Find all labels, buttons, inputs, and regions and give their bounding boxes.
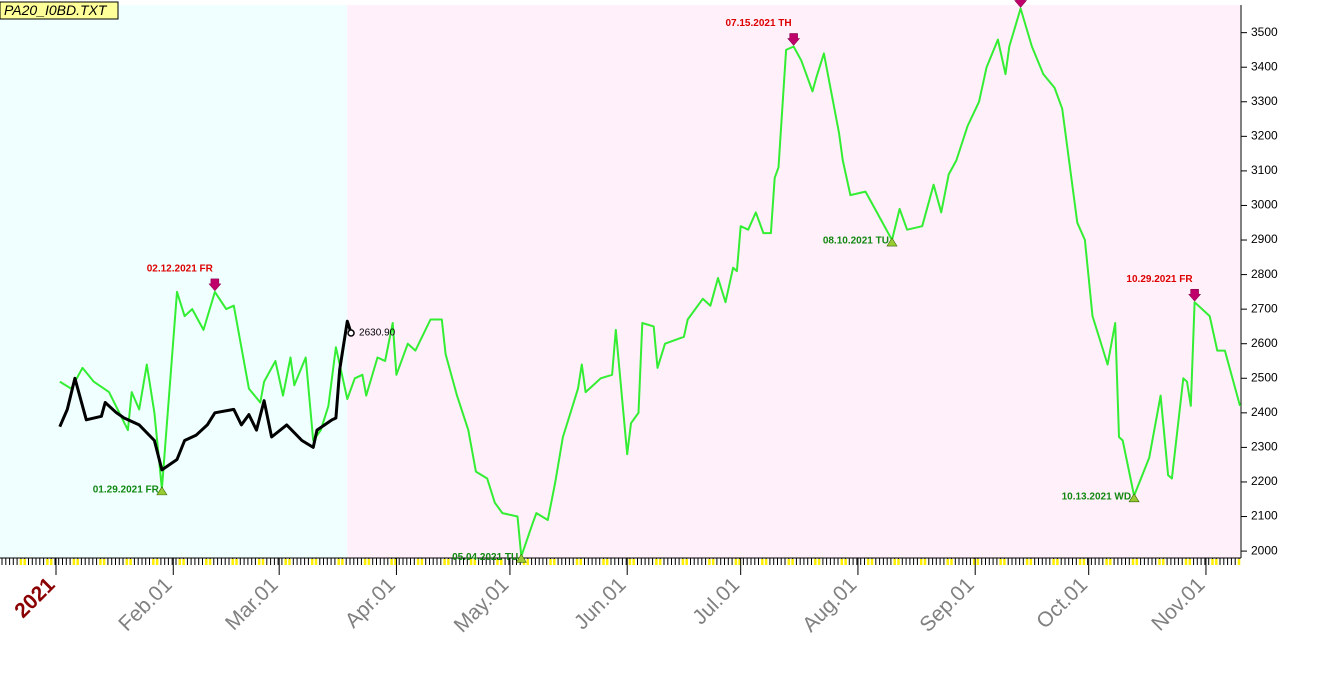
y-tick-label: 2100 [1251, 509, 1278, 523]
series-line [58, 319, 353, 472]
end-label: 2630.90 [359, 328, 396, 339]
x-tick-label: Mar.01 [221, 573, 283, 635]
x-tick-label: Sep.01 [915, 573, 978, 636]
y-tick-label: 3400 [1251, 59, 1278, 73]
y-tick-label: 2400 [1251, 405, 1278, 419]
series-line [59, 7, 1241, 558]
x-tick-label: Apr.01 [341, 573, 400, 632]
chart-title: PA20_I0BD.TXT [4, 2, 108, 18]
x-tick-label: 2021 [10, 573, 60, 623]
y-tick-label: 3000 [1251, 198, 1278, 212]
weekend-marks [19, 559, 1241, 565]
y-tick-label: 3300 [1251, 94, 1278, 108]
low-label: 01.29.2021 FR [93, 485, 160, 496]
x-tick-label: Jul.01 [688, 573, 744, 629]
y-tick-label: 2200 [1251, 474, 1278, 488]
y-tick-label: 2500 [1251, 370, 1278, 384]
low-arrow [156, 486, 168, 496]
x-tick-label: Jun.01 [570, 573, 631, 634]
title-box [0, 1, 119, 20]
low-label: 10.13.2021 WD [1062, 491, 1132, 502]
x-tick-label: Feb.01 [114, 573, 177, 636]
background-region [0, 5, 348, 558]
background-region [347, 5, 1240, 558]
low-arrow [515, 553, 527, 563]
y-tick-label: 3500 [1251, 25, 1278, 39]
high-label: 07.15.2021 TH [725, 18, 791, 29]
y-tick-label: 2000 [1251, 543, 1278, 557]
x-tick-label: May.01 [450, 573, 514, 637]
high-arrow [208, 278, 222, 292]
high-arrow [1188, 288, 1202, 302]
y-tick-label: 2800 [1251, 267, 1278, 281]
end-marker [347, 329, 355, 337]
low-arrow [1128, 493, 1140, 503]
low-label: 08.10.2021 TU [823, 236, 889, 247]
high-arrow [787, 33, 801, 46]
high-arrow [1014, 0, 1028, 8]
y-tick-label: 2300 [1251, 440, 1278, 454]
x-tick-label: Nov.01 [1147, 573, 1209, 635]
high-label: 10.29.2021 FR [1126, 274, 1193, 285]
low-arrow [886, 237, 898, 247]
x-tick-label: Oct.01 [1032, 573, 1092, 633]
y-tick-label: 2600 [1251, 336, 1278, 350]
y-tick-label: 3200 [1251, 129, 1278, 143]
y-tick-label: 2900 [1251, 232, 1278, 246]
low-label: 05.04.2021 TU [452, 552, 518, 563]
background [0, 5, 1240, 558]
y-tick-label: 3100 [1251, 163, 1278, 177]
high-label: 02.12.2021 FR [147, 264, 214, 275]
x-tick-label: Aug.01 [798, 573, 861, 636]
y-tick-label: 2700 [1251, 301, 1278, 315]
